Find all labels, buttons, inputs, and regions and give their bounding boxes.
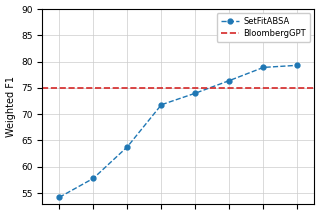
BloombergGPT (57, 87, 61, 89)
SetFitABSA (261, 66, 265, 69)
SetFitABSA (92, 177, 95, 180)
SetFitABSA (159, 103, 163, 106)
SetFitABSA (57, 196, 61, 199)
SetFitABSA (125, 146, 129, 148)
SetFitABSA (228, 79, 231, 82)
Legend: SetFitABSA, BloombergGPT: SetFitABSA, BloombergGPT (217, 13, 310, 42)
SetFitABSA (295, 64, 299, 67)
BloombergGPT (23, 87, 27, 89)
Y-axis label: Weighted F1: Weighted F1 (5, 76, 16, 137)
Line: SetFitABSA: SetFitABSA (57, 63, 300, 200)
SetFitABSA (194, 92, 197, 94)
